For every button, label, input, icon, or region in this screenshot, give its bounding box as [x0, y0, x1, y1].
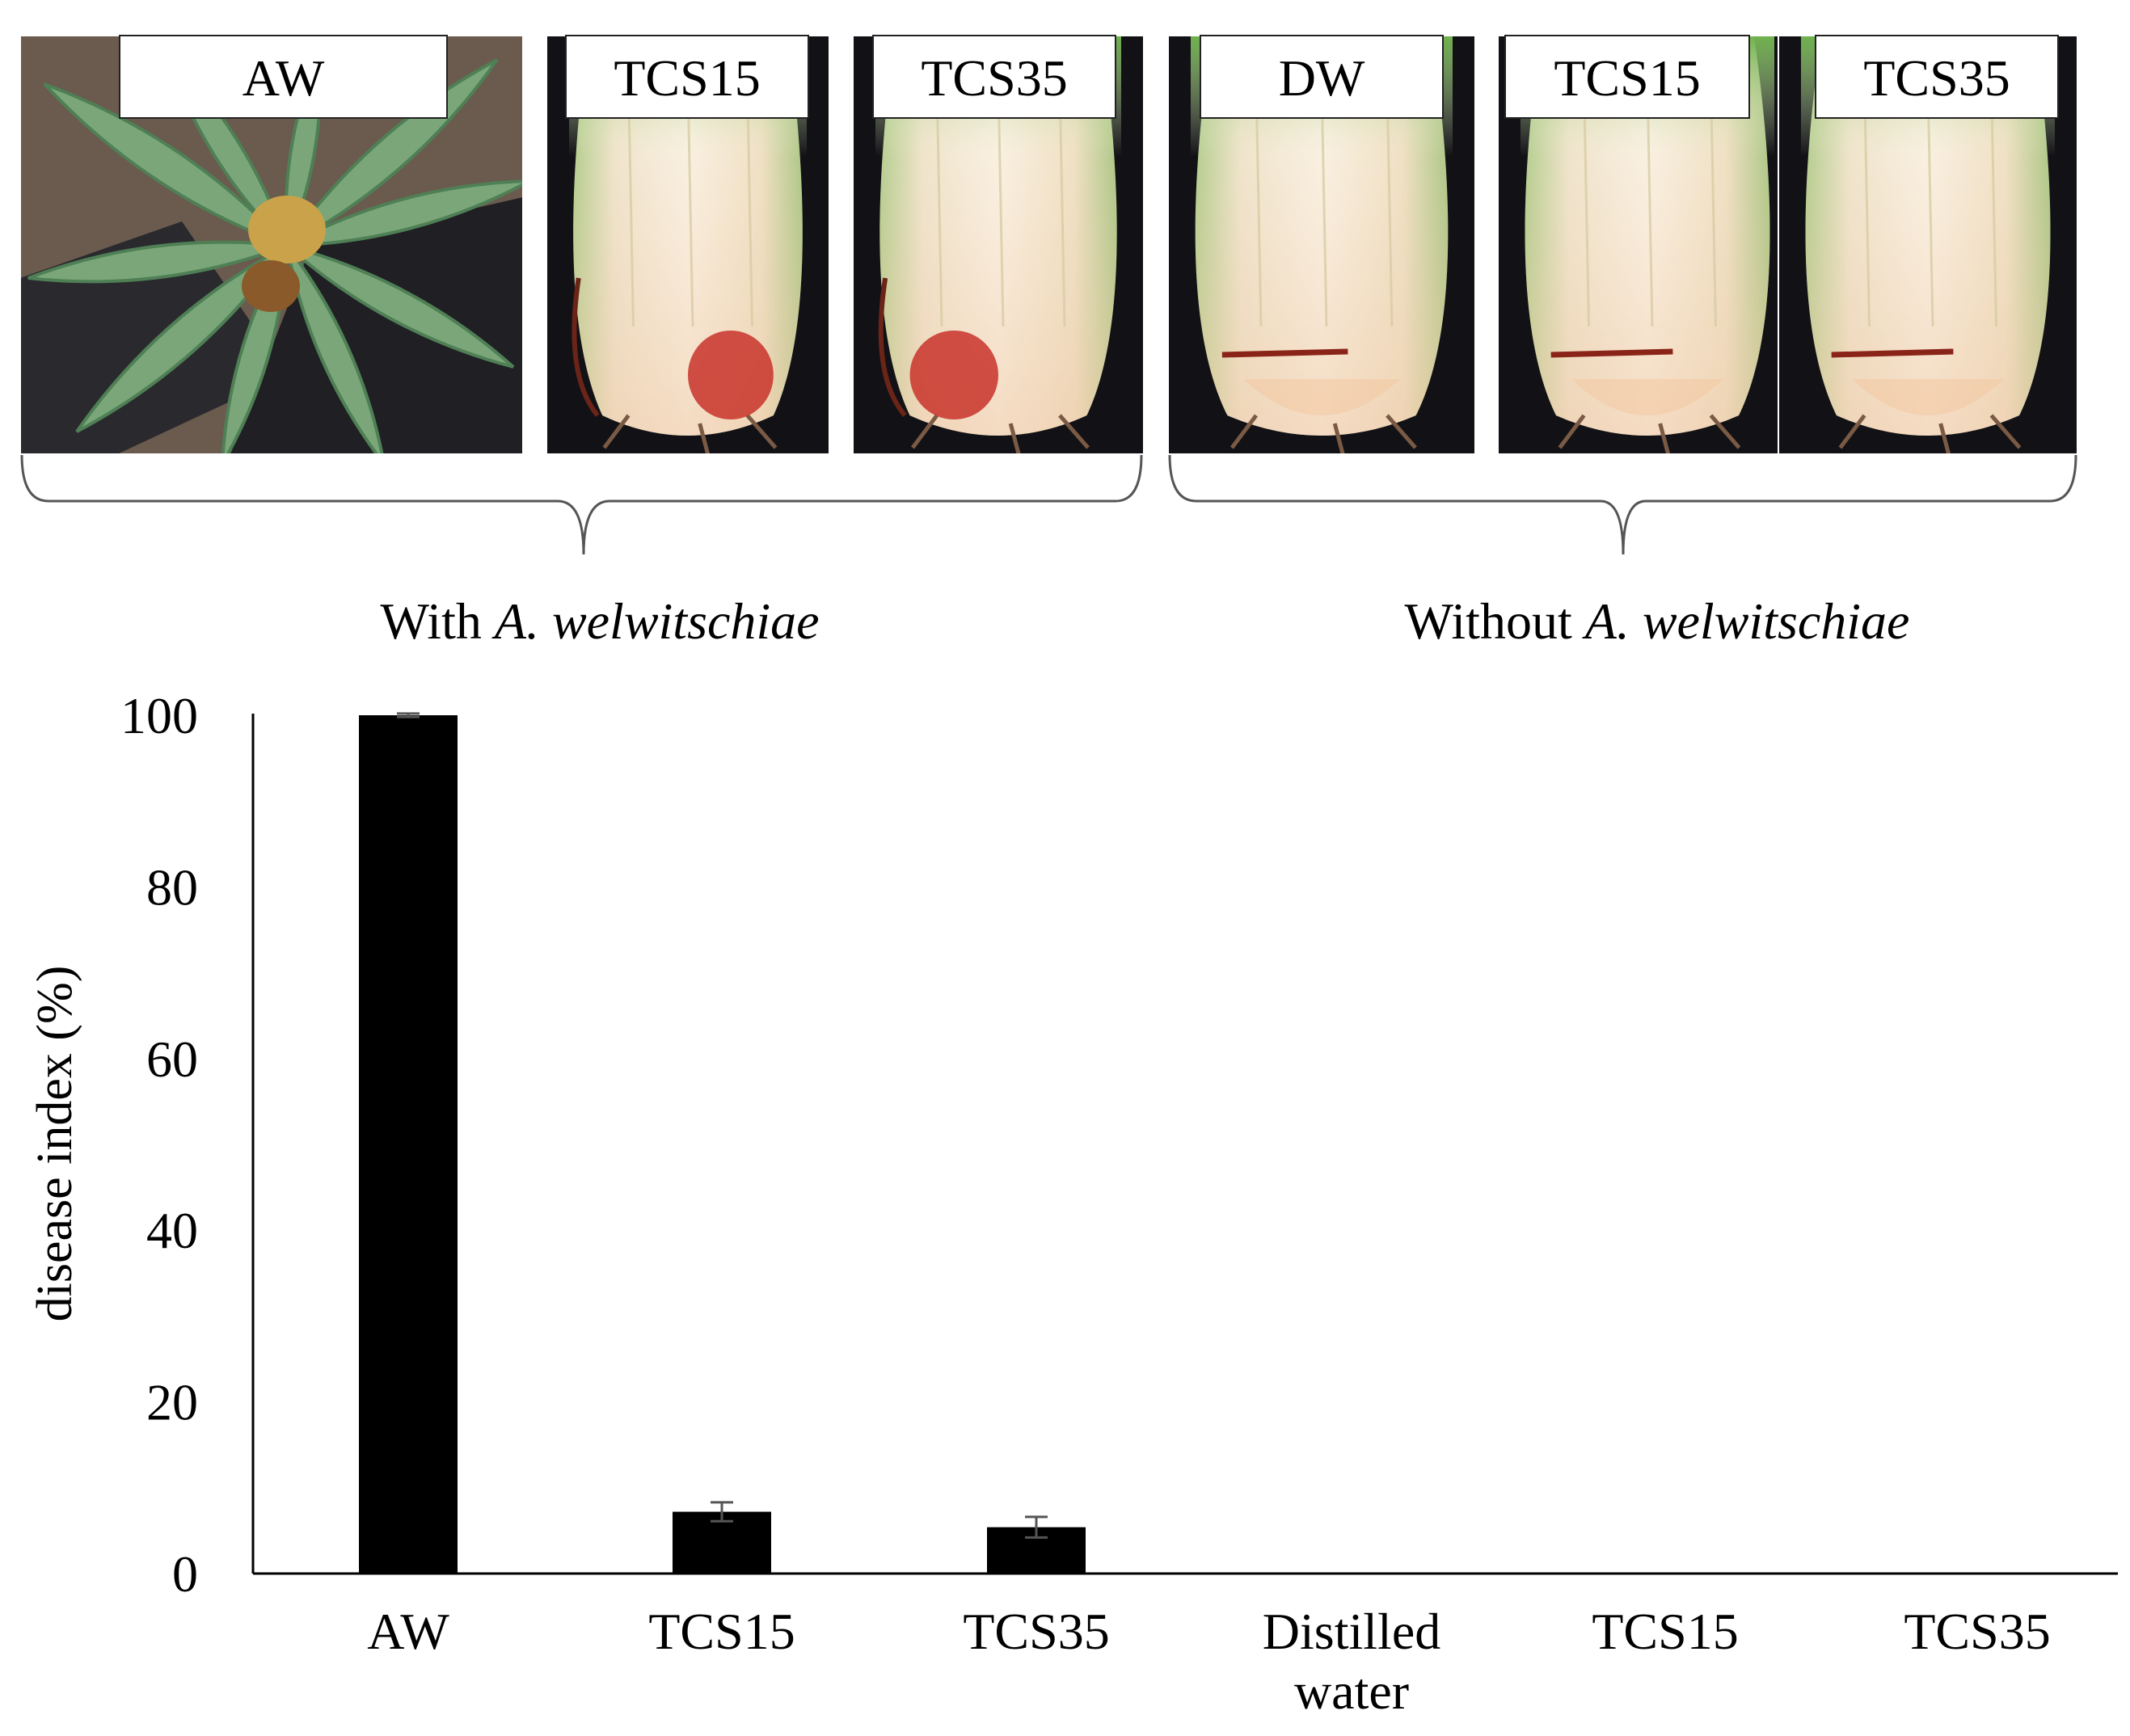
y-tick-label: 60 [146, 1030, 198, 1088]
error-bar [711, 1501, 733, 1523]
y-tick-label: 40 [146, 1202, 198, 1259]
group-caption-without-species: A. welwitschiae [1582, 592, 1910, 650]
brace-without-group [1168, 454, 2077, 555]
brace-with-group [20, 454, 1143, 555]
x-tick-labels: AW TCS15 TCS35 Distilled water TCS15 TCS35 [367, 1603, 2050, 1720]
y-tick-label: 100 [120, 687, 198, 744]
photo-panel: TCS15 [546, 35, 830, 455]
bar [359, 715, 458, 1574]
photo-label: TCS15 [1554, 49, 1700, 107]
x-tick-label: TCS15 [1592, 1603, 1738, 1660]
y-tick-label: 0 [172, 1545, 198, 1603]
x-tick-label: TCS15 [648, 1603, 795, 1660]
x-tick-label: Distilled water [1263, 1603, 1440, 1720]
photo-label: DW [1279, 49, 1365, 107]
photo-panel: DW [1167, 35, 1476, 455]
y-axis-label: disease index (%) [27, 966, 82, 1322]
group-caption-with: With A. welwitschiae [380, 592, 819, 650]
photo-label-box [1504, 35, 1750, 119]
photo-label: AW [243, 49, 325, 107]
bars [359, 715, 1086, 1574]
x-tick-label: TCS35 [1904, 1603, 2050, 1660]
group-caption-without-prefix: Without [1405, 592, 1585, 650]
photo-label: TCS35 [921, 49, 1067, 107]
photo-label-box [872, 35, 1116, 119]
error-bar [397, 712, 420, 718]
group-caption-with-prefix: With [380, 592, 494, 650]
x-tick-label: AW [367, 1603, 449, 1660]
photo-label-box [1815, 35, 2059, 119]
bar-chart: 0 20 40 60 80 100 AW TCS15 TCS35 Distilled water T… [27, 687, 2118, 1720]
y-tick-label: 20 [146, 1374, 198, 1431]
photo-label-box [565, 35, 809, 119]
photo-label-box [119, 35, 448, 119]
photo-panel: AW [19, 35, 524, 455]
photo-label-box [1200, 35, 1444, 119]
photo-strip: AW TCS15 TCS35 DW TCS15 TCS35 [19, 35, 2078, 455]
photo-panel: TCS15 [1497, 35, 1798, 455]
photo-label: TCS15 [614, 49, 760, 107]
x-tick-label: TCS35 [963, 1603, 1109, 1660]
group-caption-with-species: A. welwitschiae [491, 592, 820, 650]
photo-panel: TCS35 [852, 35, 1145, 455]
photo-panel: TCS35 [1778, 35, 2078, 455]
error-bar [1025, 1515, 1048, 1539]
group-caption-without: Without A. welwitschiae [1405, 592, 1910, 650]
photo-label: TCS35 [1863, 49, 2010, 107]
error-bars [397, 712, 1048, 1539]
y-tick-labels: 0 20 40 60 80 100 [120, 687, 198, 1603]
y-tick-label: 80 [146, 858, 198, 916]
